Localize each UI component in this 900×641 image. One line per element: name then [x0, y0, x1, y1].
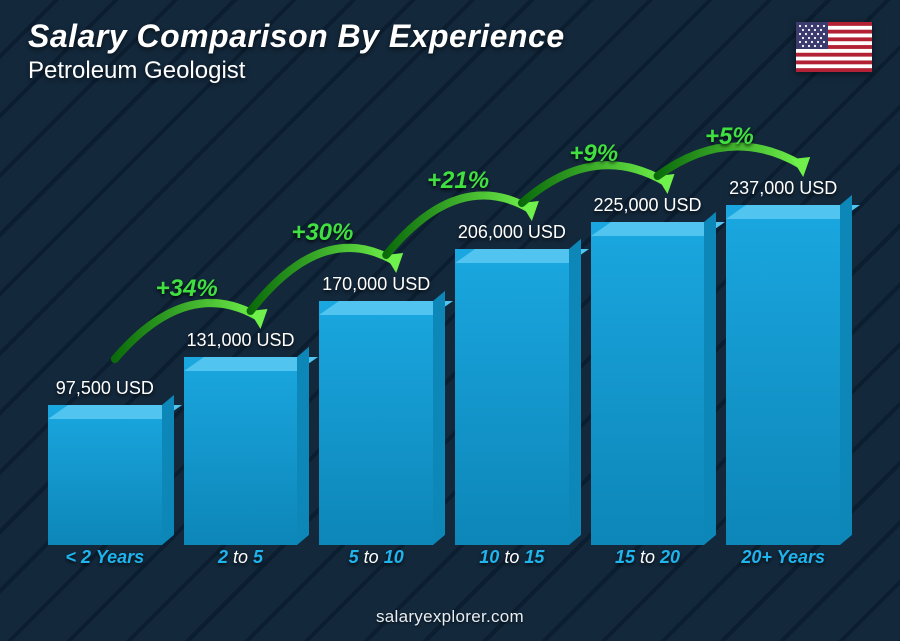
bar-slot: 131,000 USD: [184, 330, 298, 545]
x-axis-label: 15 to 20: [591, 547, 705, 577]
infographic-canvas: Salary Comparison By Experience Petroleu…: [0, 0, 900, 641]
bar: [48, 405, 162, 545]
bar-value-label: 97,500 USD: [56, 378, 154, 399]
bar-slot: 97,500 USD: [48, 378, 162, 545]
delta-label: +5%: [705, 123, 754, 151]
x-axis-label: 10 to 15: [455, 547, 569, 577]
delta-label: +21%: [427, 167, 489, 195]
usa-flag-icon: [796, 22, 872, 72]
delta-label: +9%: [569, 140, 618, 168]
bar-value-label: 237,000 USD: [729, 178, 837, 199]
bar-slot: 206,000 USD: [455, 222, 569, 545]
x-axis-label: < 2 Years: [48, 547, 162, 577]
bar-slot: 225,000 USD: [591, 195, 705, 545]
footer-attribution: salaryexplorer.com: [0, 607, 900, 627]
bar-slot: 170,000 USD: [319, 274, 433, 545]
bar: [726, 205, 840, 545]
x-axis-label: 2 to 5: [184, 547, 298, 577]
bar-value-label: 225,000 USD: [593, 195, 701, 216]
bar: [591, 222, 705, 545]
bar: [455, 249, 569, 545]
delta-label: +30%: [291, 219, 353, 247]
bar-value-label: 170,000 USD: [322, 274, 430, 295]
page-title: Salary Comparison By Experience: [28, 18, 565, 55]
bar-slot: 237,000 USD: [726, 178, 840, 545]
bar-value-label: 206,000 USD: [458, 222, 566, 243]
delta-label: +34%: [156, 275, 218, 303]
bar: [184, 357, 298, 545]
title-block: Salary Comparison By Experience Petroleu…: [28, 18, 565, 85]
bar-value-label: 131,000 USD: [186, 330, 294, 351]
page-subtitle: Petroleum Geologist: [28, 57, 565, 85]
bar-chart: 97,500 USD 131,000 USD 170,000 USD 206,000 …: [48, 110, 840, 571]
x-axis: < 2 Years 2 to 5 5 to 10 10 to 15 15 to 20 20…: [48, 547, 840, 577]
bar: [319, 301, 433, 545]
x-axis-label: 5 to 10: [319, 547, 433, 577]
x-axis-label: 20+ Years: [726, 547, 840, 577]
